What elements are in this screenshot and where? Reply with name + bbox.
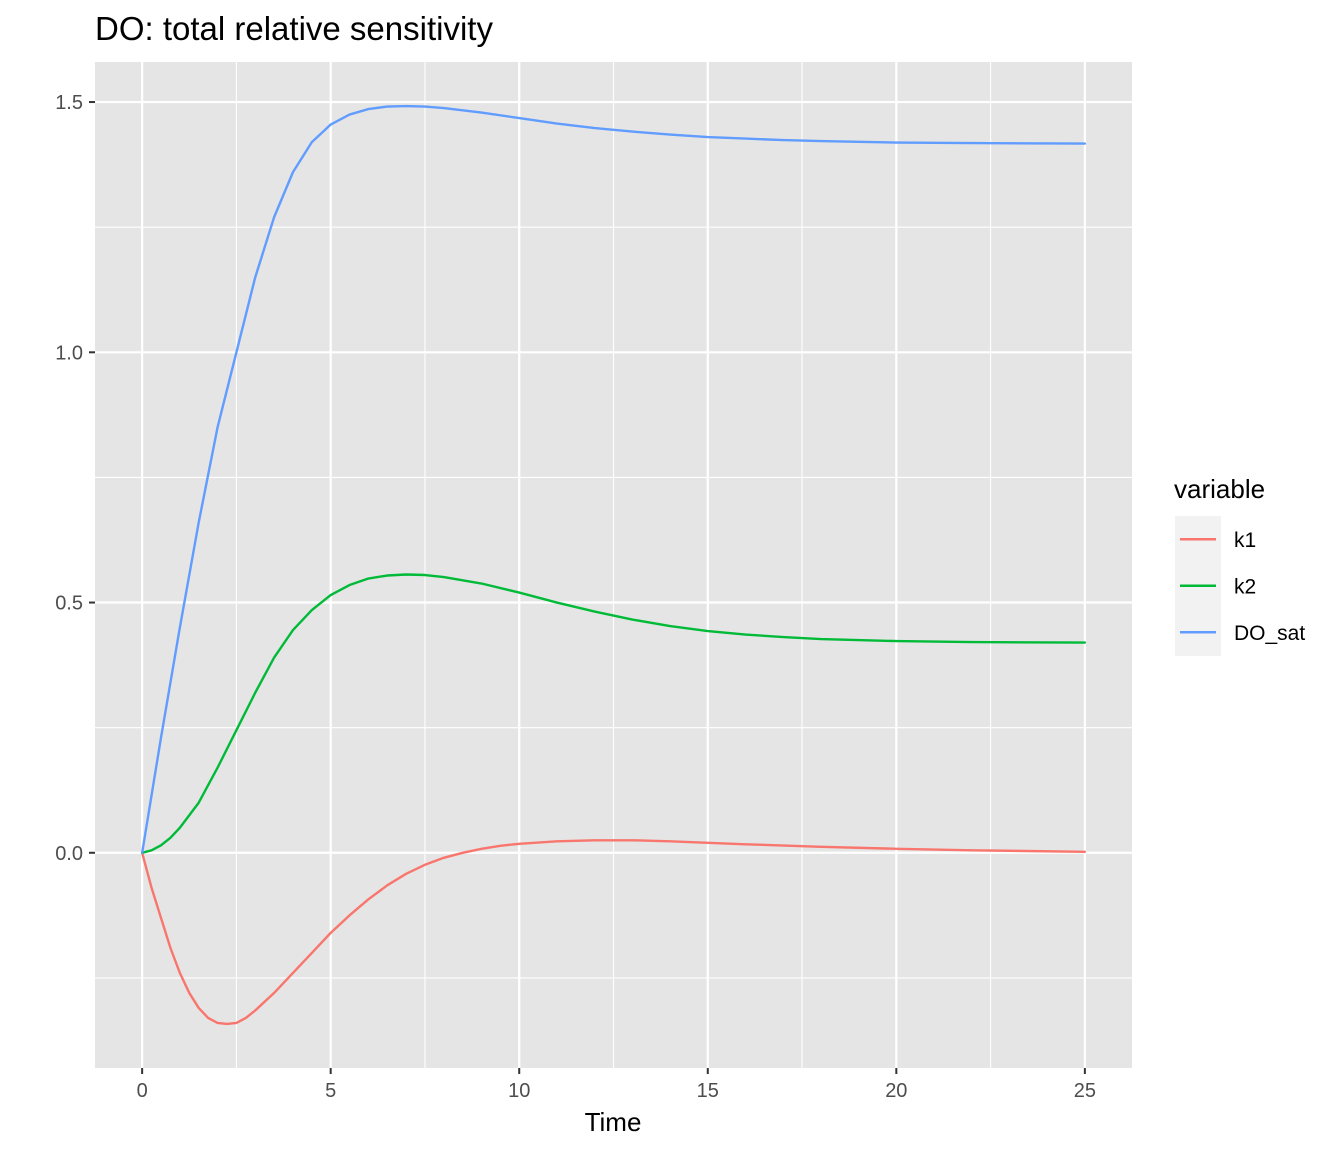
chart-title: DO: total relative sensitivity — [95, 10, 493, 47]
legend: variable k1 k2 DO_sat — [1174, 474, 1305, 656]
legend-label-k1: k1 — [1234, 529, 1256, 552]
legend-items: k1 k2 DO_sat — [1180, 529, 1305, 645]
y-tick-label: 0.5 — [55, 593, 83, 615]
legend-label-do-sat: DO_sat — [1234, 622, 1305, 645]
y-tick-label: 0.0 — [55, 843, 83, 865]
legend-title: variable — [1174, 474, 1265, 504]
grid-minor — [95, 62, 1132, 1068]
x-tick-label: 5 — [325, 1080, 336, 1102]
x-tick-label: 15 — [697, 1080, 719, 1102]
x-axis-title: Time — [585, 1107, 642, 1137]
y-axis: 0.0 0.5 1.0 1.5 — [55, 92, 95, 865]
y-tick-label: 1.0 — [55, 342, 83, 364]
x-tick-label: 0 — [137, 1080, 148, 1102]
series-line-k2 — [140, 573, 1087, 854]
series-lines — [140, 104, 1087, 1026]
legend-label-k2: k2 — [1234, 575, 1256, 598]
x-tick-label: 20 — [885, 1080, 907, 1102]
series-line-do-sat — [140, 104, 1087, 854]
grid-major — [95, 62, 1132, 1068]
x-tick-label: 25 — [1074, 1080, 1096, 1102]
y-tick-label: 1.5 — [55, 92, 83, 114]
x-axis: 0 5 10 15 20 25 — [137, 1068, 1096, 1102]
series-line-k1 — [140, 839, 1087, 1026]
x-tick-label: 10 — [508, 1080, 530, 1102]
